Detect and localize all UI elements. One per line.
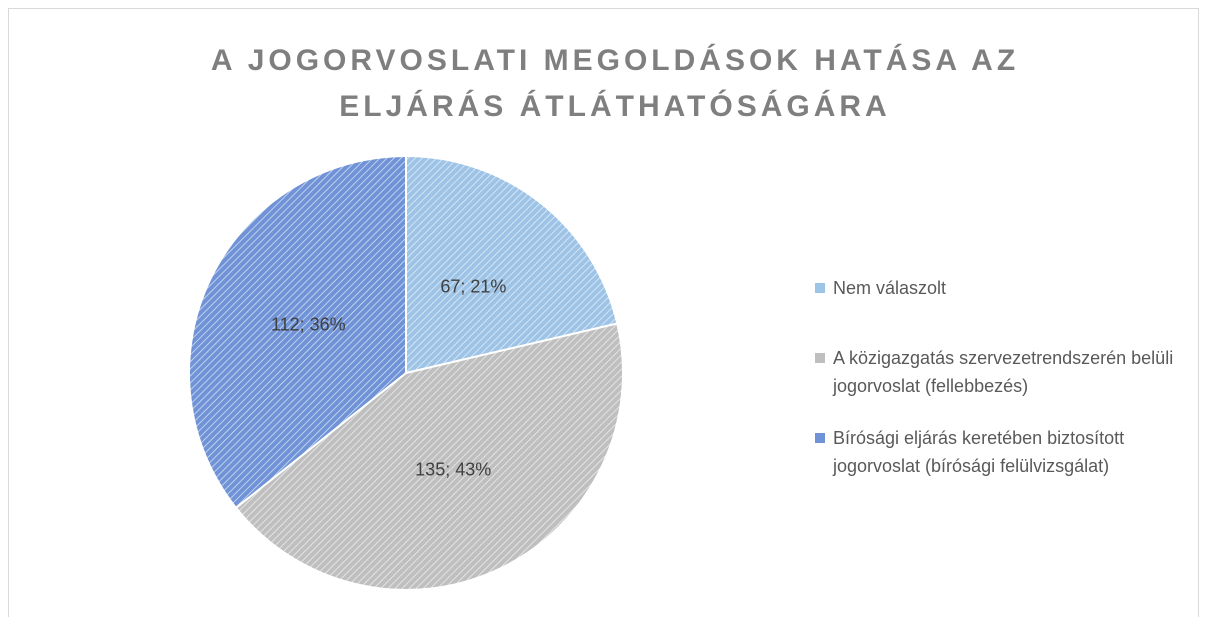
data-label: 112; 36% bbox=[271, 315, 346, 335]
legend-label: Nem válaszolt bbox=[833, 278, 947, 298]
data-label: 135; 43% bbox=[415, 459, 491, 479]
legend-item: Bírósági eljárás keretében biztosított j… bbox=[815, 424, 1208, 480]
pie-slice bbox=[234, 322, 624, 592]
pie-slice bbox=[188, 154, 407, 510]
chart-border bbox=[8, 8, 1199, 617]
legend-item: A közigazgatás szervezetrendszerén belül… bbox=[815, 344, 1208, 400]
legend-swatch bbox=[815, 283, 825, 293]
legend-label: Bírósági eljárás keretében biztosított j… bbox=[833, 428, 1125, 476]
legend-swatch bbox=[815, 353, 825, 363]
chart-title: A JOGORVOSLATI MEGOLDÁSOK HATÁSA AZ ELJÁ… bbox=[210, 44, 1020, 123]
legend-label: A közigazgatás szervezetrendszerén belül… bbox=[833, 348, 1174, 396]
pie-slice bbox=[405, 154, 619, 375]
data-label: 67; 21% bbox=[440, 277, 506, 297]
legend-item: Nem válaszolt bbox=[815, 274, 1208, 302]
legend-swatch bbox=[815, 433, 825, 443]
